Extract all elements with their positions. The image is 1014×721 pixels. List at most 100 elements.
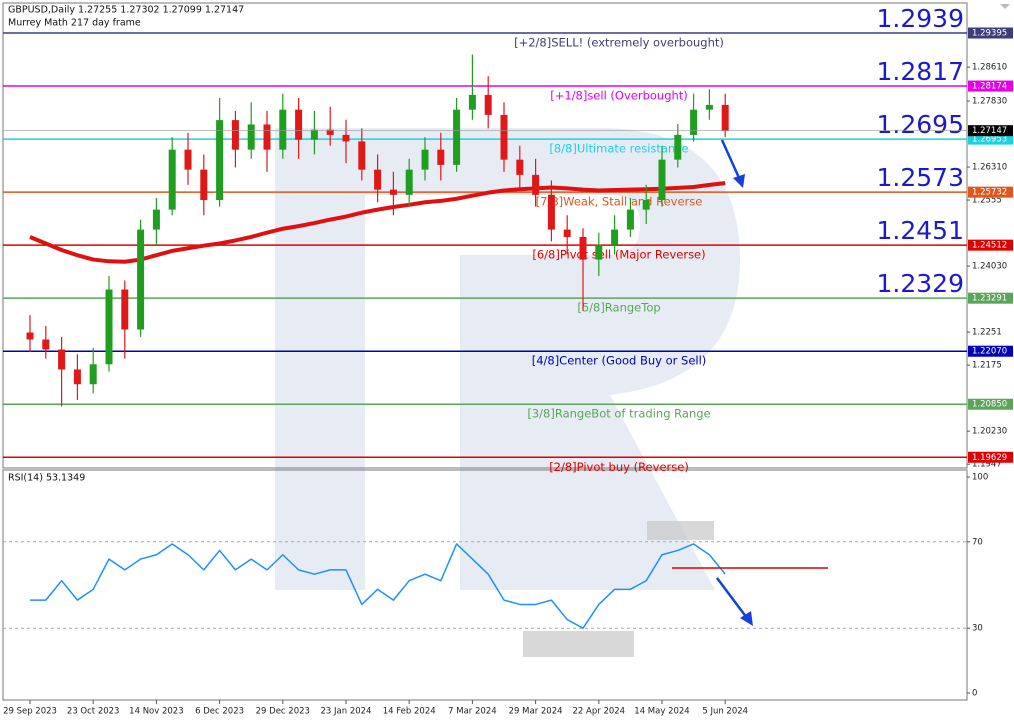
candle-body <box>168 149 176 210</box>
y-tick-label: 1.2251 <box>972 328 1002 338</box>
rsi-line <box>30 543 726 629</box>
zone <box>523 631 634 657</box>
x-tick-label: 5 Jun 2024 <box>702 707 748 717</box>
candle-body <box>263 124 271 150</box>
level-text: [+2/8]SELL! (extremely overbought) <box>514 36 724 50</box>
candle-body <box>105 289 113 365</box>
x-tick-label: 14 Nov 2023 <box>129 707 183 717</box>
rsi-y-tick-label: 30 <box>972 624 983 634</box>
level-text: [2/8]Pivot buy (Reverse) <box>549 460 689 474</box>
main-panel <box>2 2 968 469</box>
level-price-label: 1.29395 <box>972 29 1007 39</box>
chart-subtitle: Murrey Math 217 day frame <box>8 18 141 29</box>
level-big-label: 1.2573 <box>877 163 964 192</box>
y-tick-label: 1.2175 <box>972 361 1002 371</box>
candle-body <box>342 134 350 142</box>
zone <box>647 521 714 540</box>
x-tick-label: 6 Dec 2023 <box>195 707 244 717</box>
x-tick-label: 14 May 2024 <box>634 707 689 717</box>
arrow <box>716 577 748 619</box>
level-price-box <box>968 345 1013 357</box>
level-price-label: 1.19629 <box>972 453 1007 463</box>
level-price-box <box>968 292 1013 304</box>
x-tick-label: 29 Mar 2024 <box>509 707 563 717</box>
level-price-box <box>968 239 1013 251</box>
arrow-head <box>740 611 753 626</box>
y-tick-label: 1.24030 <box>972 262 1007 272</box>
rsi-title: RSI(14) 53.1349 <box>8 473 85 484</box>
panel-icon <box>1000 4 1010 9</box>
y-tick-label: 1.28610 <box>972 63 1007 73</box>
level-big-label: 1.2329 <box>877 269 964 298</box>
level-price-box <box>968 80 1013 92</box>
level-text: [+1/8]sell (Overbought) <box>550 89 688 103</box>
level-price-box <box>968 451 1013 463</box>
candle-body <box>358 141 366 170</box>
rsi-panel <box>2 469 968 701</box>
candle-body <box>626 209 634 230</box>
candle-body <box>26 332 34 340</box>
candle-body <box>453 109 461 165</box>
candle-body <box>705 104 713 110</box>
candle-body <box>690 109 698 135</box>
candle-body <box>295 109 303 140</box>
candle-body <box>595 244 603 260</box>
y-tick-label: 1.2555 <box>972 196 1002 206</box>
candle-body <box>73 369 81 385</box>
level-text: [4/8]Center (Good Buy or Sell) <box>532 354 707 368</box>
moving-average <box>29 181 726 264</box>
current-price-box <box>968 125 1013 137</box>
candle-body <box>216 120 224 201</box>
level-big-label: 1.2939 <box>877 4 964 33</box>
candle-body <box>326 129 334 135</box>
candle-body <box>121 289 129 330</box>
candle-body <box>437 149 445 165</box>
level-text: [6/8]Pivot sell (Major Reverse) <box>532 248 705 262</box>
y-tick-label: 1.27830 <box>972 97 1007 107</box>
candle-body <box>389 189 397 195</box>
rsi-y-tick-label: 100 <box>972 473 988 483</box>
x-tick-label: 23 Jan 2024 <box>321 707 372 717</box>
level-big-label: 1.2451 <box>877 216 964 245</box>
level-price-box <box>968 27 1013 39</box>
x-tick-label: 29 Sep 2023 <box>3 707 57 717</box>
current-price-label: 1.27147 <box>972 126 1007 136</box>
x-tick-label: 29 Dec 2023 <box>256 707 310 717</box>
level-price-label: 1.28174 <box>972 82 1007 92</box>
candle-body <box>642 200 650 210</box>
candle-body <box>468 94 476 110</box>
arrow-head <box>733 174 745 188</box>
level-text: [5/8]RangeTop <box>577 301 660 315</box>
arrow <box>720 139 742 181</box>
candle-body <box>42 339 50 350</box>
x-tick-label: 23 Oct 2023 <box>67 707 120 717</box>
level-big-label: 1.2817 <box>877 57 964 86</box>
candle-body <box>532 174 540 195</box>
candle-body <box>611 229 619 245</box>
rsi-y-tick-label: 70 <box>972 537 983 547</box>
x-tick-label: 14 Feb 2024 <box>383 707 436 717</box>
level-price-label: 1.23291 <box>972 294 1007 304</box>
candle-body <box>152 209 160 230</box>
level-price-label: 1.25732 <box>972 188 1007 198</box>
candle-body <box>184 149 192 170</box>
candle-body <box>658 159 666 201</box>
y-tick-label: 1.20230 <box>972 427 1007 437</box>
level-price-label: 1.22070 <box>972 347 1007 357</box>
candle-body <box>200 169 208 201</box>
level-price-box <box>968 133 1013 145</box>
candle-body <box>484 94 492 115</box>
candle-body <box>674 134 682 160</box>
chart-title: GBPUSD,Daily 1.27255 1.27302 1.27099 1.2… <box>8 5 244 16</box>
level-price-label: 1.20850 <box>972 400 1007 410</box>
candle-body <box>516 159 524 175</box>
x-tick-label: 7 Mar 2024 <box>448 707 496 717</box>
candle-body <box>279 109 287 150</box>
candle-body <box>137 229 145 330</box>
candle-body <box>500 114 508 160</box>
x-tick-label: 22 Apr 2024 <box>573 707 626 717</box>
level-text: [3/8]RangeBot of trading Range <box>527 407 710 421</box>
rsi-y-tick-label: 0 <box>972 689 977 699</box>
candle-body <box>405 169 413 195</box>
y-tick-label: 1.26310 <box>972 163 1007 173</box>
